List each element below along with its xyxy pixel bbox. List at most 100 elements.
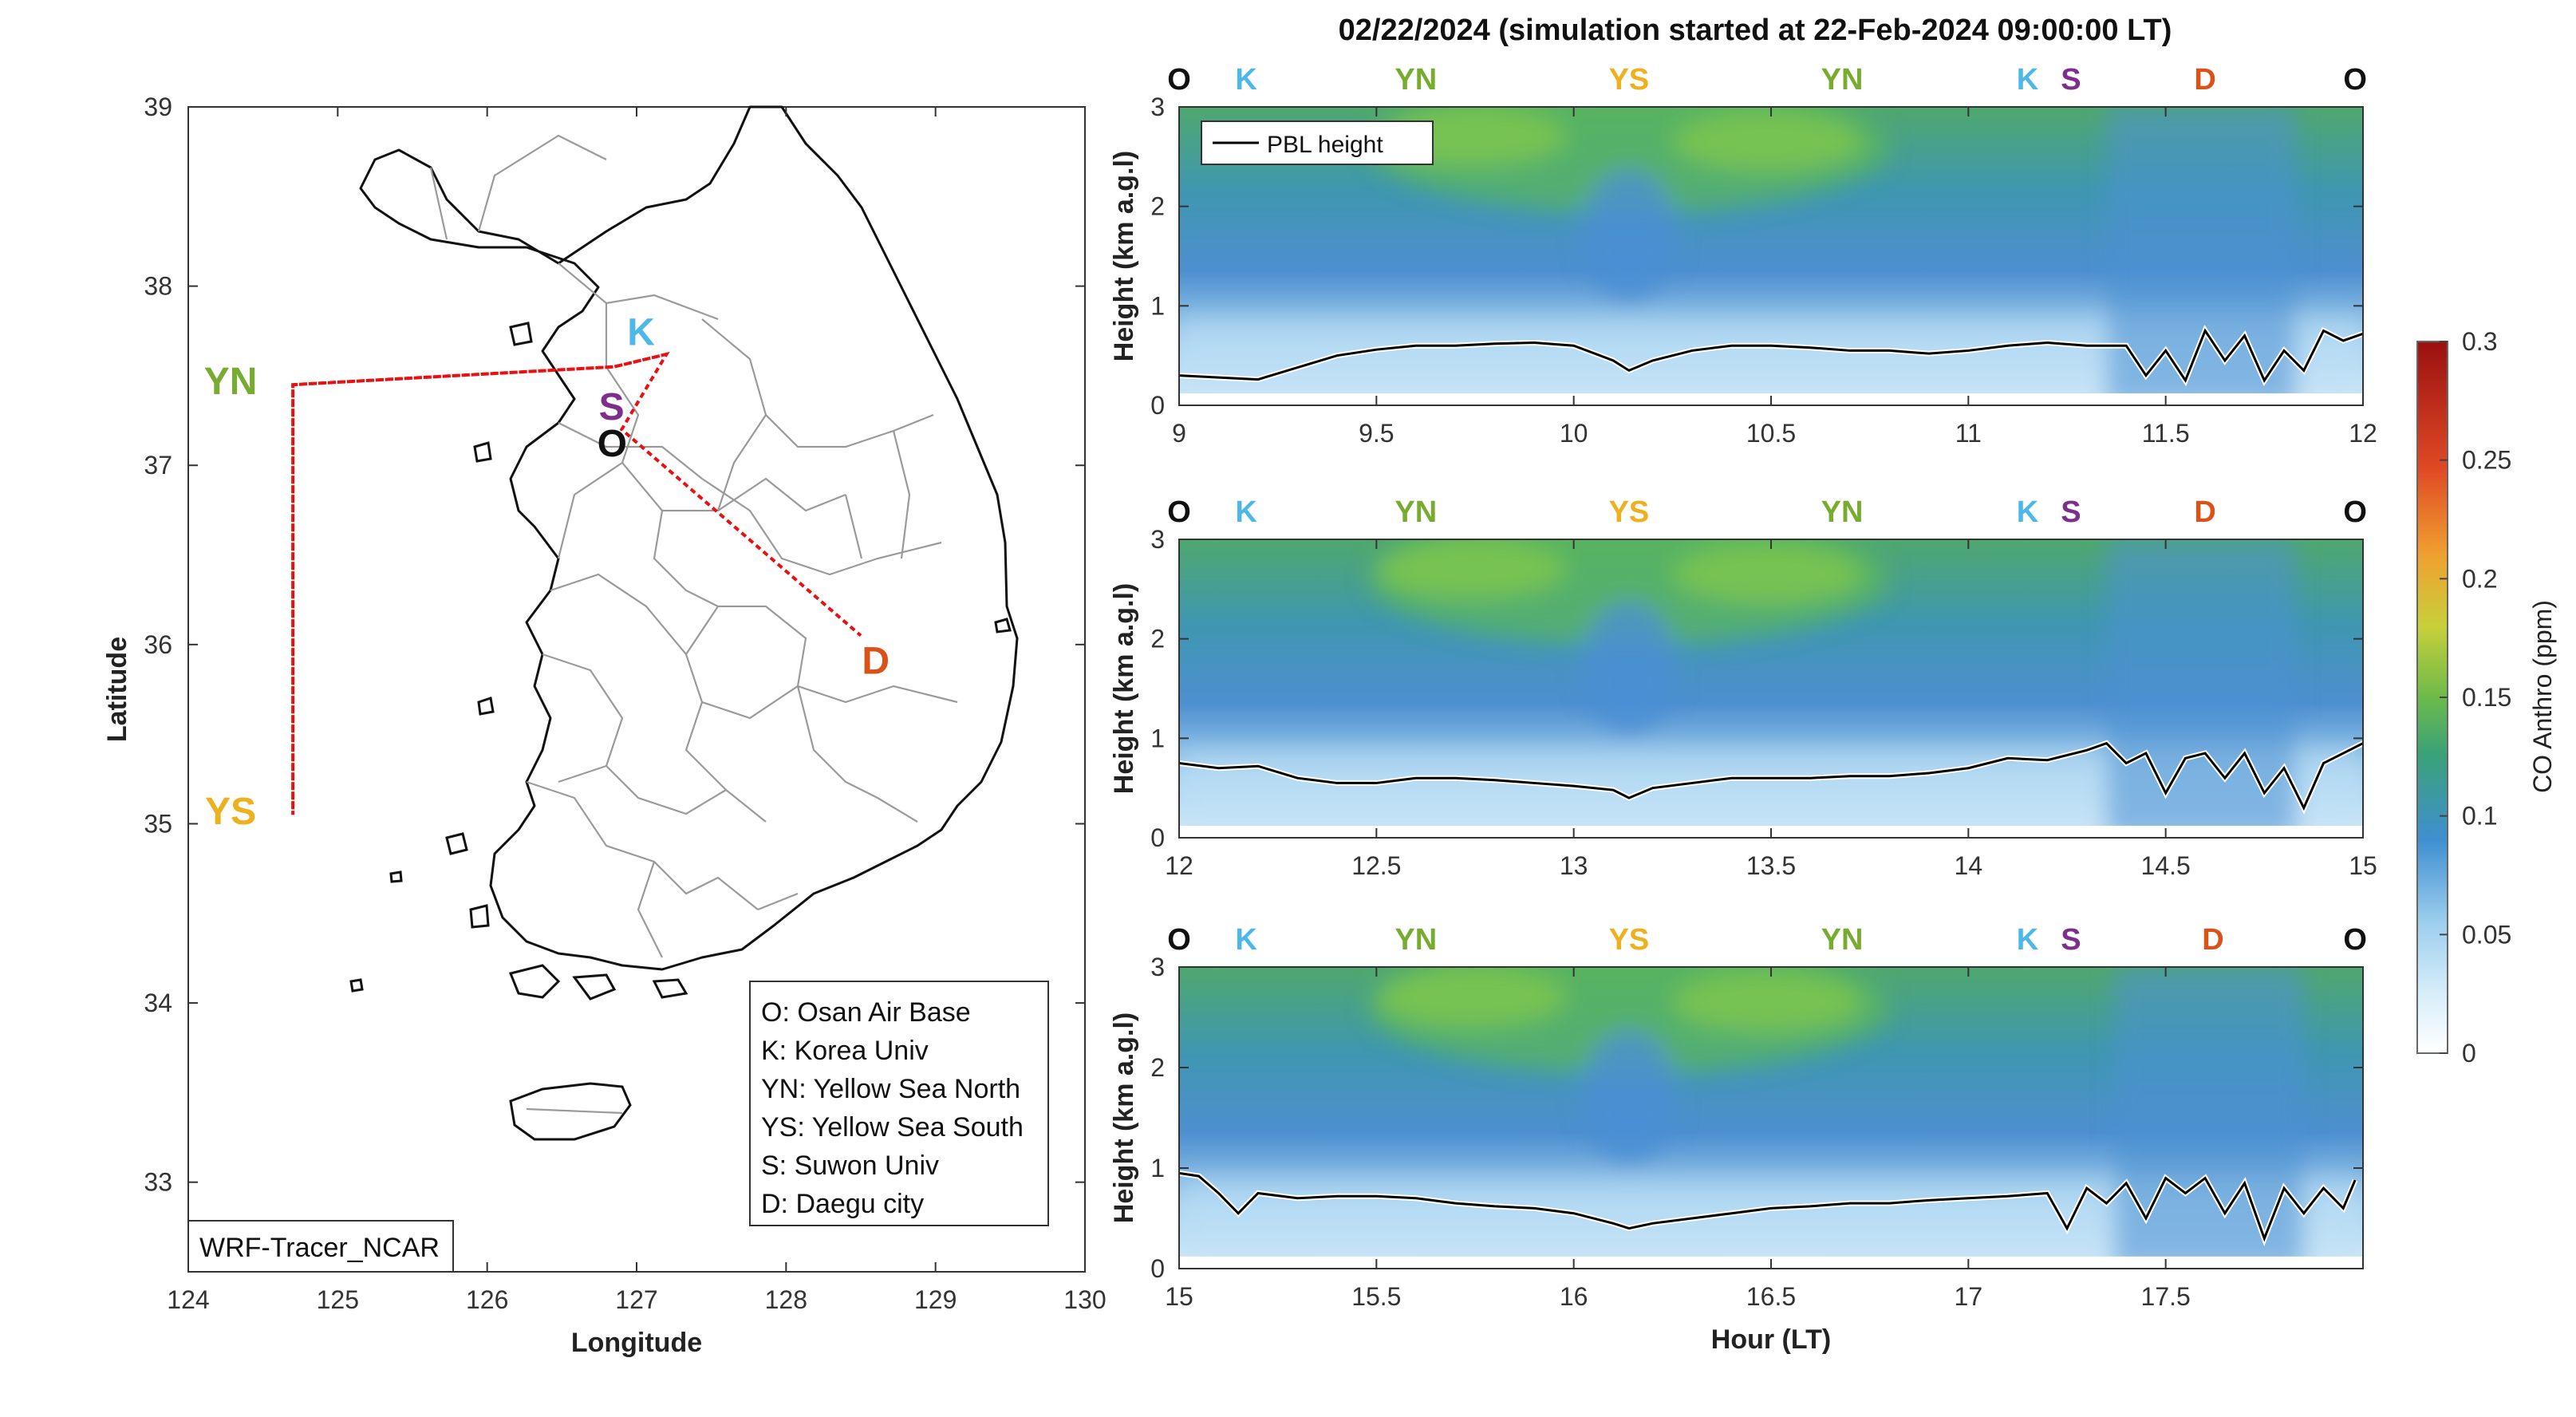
heatmap-site-label-s: S [2061,63,2081,97]
site-label-s: S [599,386,625,428]
colorbar-tick-label: 0.2 [2462,564,2497,593]
map-panel: O K YN YS S D 124 125 126 127 128 129 130 33 34 35 36 37… [102,93,1107,1358]
heatmap-site-label-k: K [2017,923,2039,957]
heatmap-xtick-label: 17.5 [2141,1282,2191,1311]
heatmap-xtick-label: 17 [1955,1282,1983,1311]
heatmap-xtick-label: 15.5 [1351,1282,1401,1311]
heatmap-site-label-k: K [1235,923,1257,957]
heatmap-site-label-o: O [1167,63,1191,97]
heatmap-site-label-o: O [2343,495,2367,529]
site-legend-entry: K: Korea Univ [761,1036,929,1066]
model-label: WRF-Tracer_NCAR [199,1233,440,1263]
heatmap-site-label-ys: YS [1609,923,1650,957]
heatmap-site-label-d: D [2202,923,2223,957]
heatmap-blob [2106,107,2296,405]
heatmap-ylabel: Height (km a.g.l) [1109,151,1139,361]
korea-coastline [349,105,1019,1141]
colorbar-ticks: 0 0.05 0.1 0.15 0.2 0.25 0.3 [2440,327,2511,1068]
map-xlabel: Longitude [571,1328,702,1358]
site-label-d: D [862,640,890,682]
heatmap-xtick-label: 15 [2349,851,2377,880]
heatmap-structure [1179,967,2363,1269]
heatmap-blob [1581,1031,1677,1164]
map-xtick-label: 130 [1063,1285,1106,1314]
colorbar-tick-label: 0.15 [2462,683,2511,712]
colorbar-tick-label: 0.1 [2462,802,2497,831]
site-legend-entry: YN: Yellow Sea North [761,1074,1020,1104]
heatmap-ytick-label: 3 [1150,93,1165,121]
heatmap-site-label-o: O [2343,923,2367,957]
heatmap-site-label-s: S [2061,923,2081,957]
heatmap-site-label-k: K [1235,495,1257,529]
heatmap-ytick-label: 0 [1150,391,1165,420]
heatmap-xtick-label: 11.5 [2142,419,2190,448]
heatmap-site-label-yn: YN [1395,923,1437,957]
heatmap-xtick-label: 13.5 [1746,851,1796,880]
heatmap-blob [2114,967,2304,1269]
heatmap-site-label-yn: YN [1821,63,1864,97]
pbl-height-line [1179,741,2363,811]
administrative-boundaries [429,134,958,1115]
colorbar-tick-label: 0.05 [2462,920,2511,949]
heatmap-ytick-label: 0 [1150,823,1165,852]
heatmap-blob [1376,539,1566,599]
heatmap-site-label-yn: YN [1395,63,1437,97]
flight-track-line [291,351,862,815]
heatmap-xtick-label: 12.5 [1351,851,1401,880]
map-ytick-label: 37 [144,451,172,480]
map-xtick-label: 124 [167,1285,209,1314]
pbl-legend-label: PBL height [1267,132,1383,158]
heatmap-ylabel: Height (km a.g.l) [1109,583,1139,794]
heatmap-xtick-label: 15 [1165,1282,1193,1311]
site-label-o: O [598,423,627,465]
heatmap-xtick-label: 9 [1172,419,1186,448]
map-xtick-label: 126 [466,1285,508,1314]
heatmap-site-label-yn: YN [1395,495,1437,529]
heatmap-blob [1672,972,1862,1032]
heatmap-xtick-label: 9.5 [1359,419,1394,448]
heatmap-site-label-k: K [2017,63,2039,97]
map-ylabel: Latitude [102,637,132,742]
map-ytick-label: 34 [144,989,172,1017]
colorbar-tick-label: 0.3 [2462,327,2497,356]
site-label-yn: YN [204,361,258,403]
heatmap-site-label-yn: YN [1821,495,1864,529]
heatmap-ytick-label: 2 [1150,625,1165,653]
heatmap-field [1179,107,2363,405]
map-ytick-label: 39 [144,93,172,121]
site-label-ys: YS [205,791,256,833]
heatmap-site-label-d: D [2194,495,2215,529]
heatmap-xtick-label: 10.5 [1746,419,1796,448]
pbl-height-line [1179,328,2363,384]
heatmap-xtick-label: 13 [1560,851,1588,880]
heatmap-ytick-label: 3 [1150,953,1165,981]
heatmap-site-label-d: D [2194,63,2215,97]
map-xtick-label: 125 [317,1285,359,1314]
site-legend-box [749,981,1049,1226]
heatmap-ylabel: Height (km a.g.l) [1109,1012,1139,1223]
colorbar: 0 0.05 0.1 0.15 0.2 0.25 0.3 CO Anthro (ppm) [2416,327,2557,1068]
heatmap-site-label-o: O [1167,495,1191,529]
heatmap-site-label-o: O [1167,923,1191,957]
colorbar-tick-label: 0 [2462,1039,2476,1068]
map-ytick-label: 35 [144,809,172,838]
heatmap-blob [1672,112,1862,172]
heatmap-ytick-label: 2 [1150,192,1165,221]
site-legend-entry: O: Osan Air Base [761,997,971,1028]
heatmap-ytick-label: 1 [1150,724,1165,752]
heatmap-site-label-o: O [2343,63,2367,97]
site-legend-entry: D: Daegu city [761,1189,924,1219]
heatmap-xlabel: Hour (LT) [1711,1324,1831,1355]
heatmap-xtick-label: 14 [1955,851,1983,880]
heatmap-xtick-label: 14.5 [2141,851,2191,880]
figure-title: 02/22/2024 (simulation started at 22-Feb… [1339,14,2172,47]
heatmap-xtick-label: 16 [1560,1282,1588,1311]
heatmap-site-label-k: K [1235,63,1257,97]
map-axes: 124 125 126 127 128 129 130 33 34 35 36 37 38 39 Longi… [102,93,1107,1358]
heatmap-panel-3: 15 15.5 16 16.5 17 17.5 0 1 2 3 Height (km a.g.l) H… [1109,923,2367,1355]
heatmap-blob [1672,544,1862,605]
